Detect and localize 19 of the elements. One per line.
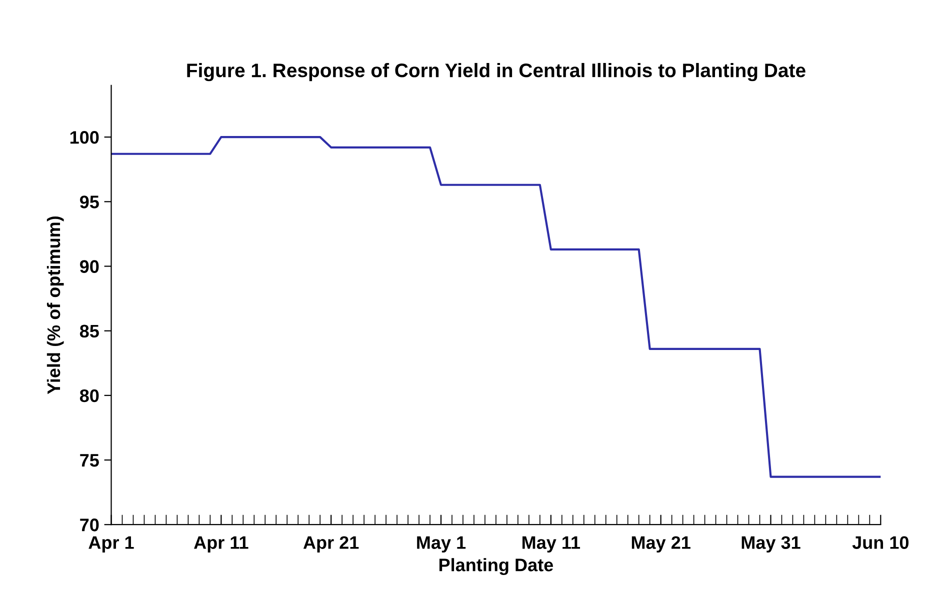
y-tick-label: 85 [80,324,99,338]
chart-title: Figure 1. Response of Corn Yield in Central Illinois to Planting Date [187,62,806,82]
x-tick-label: May 1 [417,536,466,553]
x-tick-label: Jun 10 [852,536,909,549]
x-tick-label: Apr 1 [88,536,134,553]
x-tick-label: May 11 [522,536,580,553]
y-tick-label: 90 [80,260,99,273]
line-series [111,136,881,478]
x-axis-title: Planting Date [439,558,554,576]
x-tick-label: Apr 11 [194,536,248,553]
y-tick-label: 95 [80,196,99,208]
x-tick-label: May 31 [742,536,800,553]
y-tick-label: 80 [80,389,99,402]
y-tick-label: 75 [80,454,99,467]
y-tick-label: 100 [70,131,99,144]
x-tick-label: Apr 21 [303,536,359,553]
x-tick-label: May 21 [632,536,690,553]
y-tick-label: 70 [80,518,99,532]
y-axis-title: Yield (% of optimum) [46,216,64,394]
